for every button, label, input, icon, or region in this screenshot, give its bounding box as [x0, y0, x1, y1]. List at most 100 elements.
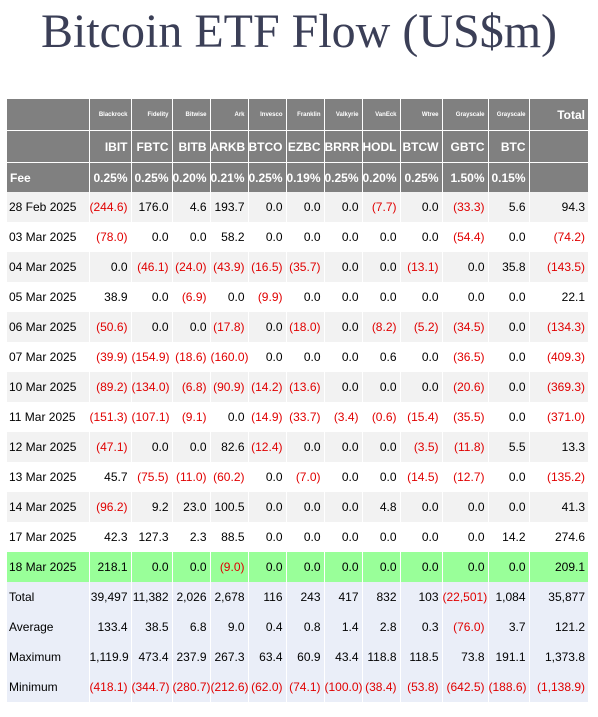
flow-cell: 0.0 — [361, 372, 400, 402]
flow-cell: 0.0 — [323, 222, 362, 252]
flow-cell: (9.9) — [247, 282, 286, 312]
stat-label: Maximum — [7, 642, 89, 672]
ticker-header-row: IBIT FBTC BITB ARKB BTCO EZBC BRRR HODL BTCW GBTC… — [7, 130, 588, 163]
flow-cell: 0.0 — [171, 432, 210, 462]
flow-cell: (60.2) — [209, 462, 248, 492]
flow-cell: 0.0 — [323, 492, 362, 522]
stat-cell: 243 — [285, 582, 324, 612]
issuer-name: Ark — [209, 99, 248, 131]
flow-cell: (135.2) — [528, 462, 588, 492]
flow-cell: 0.0 — [285, 552, 324, 582]
table-row: 05 Mar 2025 38.9 0.0 (6.9) 0.0 (9.9) 0.0 0.0 0.0… — [7, 282, 588, 312]
flow-cell: 45.7 — [88, 462, 131, 492]
flow-cell: 0.0 — [487, 222, 529, 252]
issuer-name: Fidelity — [130, 99, 172, 131]
stat-cell: 63.4 — [247, 642, 286, 672]
issuer-name: Grayscale — [487, 99, 529, 131]
flow-cell: (33.7) — [285, 402, 324, 432]
flow-cell: 0.0 — [399, 342, 442, 372]
table-row: 12 Mar 2025 (47.1) 0.0 0.0 82.6 (12.4) 0.0 0.0 0… — [7, 432, 588, 462]
flow-cell: 0.0 — [399, 372, 442, 402]
flow-cell: 58.2 — [209, 222, 248, 252]
flow-cell: (12.7) — [441, 462, 488, 492]
ticker-cell: FBTC — [130, 130, 172, 163]
ticker-cell: GBTC — [441, 130, 488, 163]
flow-cell: 0.0 — [285, 432, 324, 462]
stat-label: Minimum — [7, 672, 89, 702]
flow-cell: 0.0 — [323, 462, 362, 492]
issuer-name: Invesco — [247, 99, 286, 131]
date-cell: 11 Mar 2025 — [7, 402, 89, 432]
flow-cell: 0.0 — [285, 192, 324, 222]
flow-cell: (96.2) — [88, 492, 131, 522]
stat-cell: 0.8 — [285, 612, 324, 642]
stat-cell: 237.9 — [171, 642, 210, 672]
table-row: 04 Mar 2025 0.0 (46.1) (24.0) (43.9) (16.5) (3… — [7, 252, 588, 282]
flow-cell: 0.0 — [441, 282, 488, 312]
stat-row: Minimum (418.1) (344.7) (280.7) (212.6) (62.0… — [7, 672, 588, 702]
issuer-name: Wtree — [399, 99, 442, 131]
flow-cell: (11.0) — [171, 462, 210, 492]
stat-cell: 1,084 — [487, 582, 529, 612]
flow-cell: 13.3 — [528, 432, 588, 462]
flow-cell: 0.0 — [487, 492, 529, 522]
fee-cell: 0.25% — [130, 162, 172, 192]
flow-cell: (39.9) — [88, 342, 131, 372]
flow-cell: 0.0 — [361, 552, 400, 582]
flow-cell: (20.6) — [441, 372, 488, 402]
flow-cell: (18.0) — [285, 312, 324, 342]
stat-cell: 116 — [247, 582, 286, 612]
flow-cell: 0.0 — [323, 552, 362, 582]
flow-cell: (371.0) — [528, 402, 588, 432]
flow-cell: 0.0 — [285, 342, 324, 372]
issuer-name: Blackrock — [88, 99, 131, 131]
stat-cell: (642.5) — [441, 672, 488, 702]
flow-cell: 0.0 — [399, 222, 442, 252]
flow-cell: (244.6) — [88, 192, 131, 222]
flow-cell: 94.3 — [528, 192, 588, 222]
flow-cell: 0.0 — [441, 252, 488, 282]
stat-cell: 2,678 — [209, 582, 248, 612]
table-row: 11 Mar 2025 (151.3) (107.1) (9.1) 0.0 (14.9)(… — [7, 402, 588, 432]
stat-cell: 38.5 — [130, 612, 172, 642]
flow-cell: (17.8) — [209, 312, 248, 342]
ticker-cell — [7, 130, 89, 163]
flow-cell: (34.5) — [441, 312, 488, 342]
fee-cell: 0.20% — [361, 162, 400, 192]
flow-cell: 9.2 — [130, 492, 172, 522]
date-cell: 13 Mar 2025 — [7, 462, 89, 492]
flow-cell: 209.1 — [528, 552, 588, 582]
table-row: 13 Mar 2025 45.7 (75.5) (11.0) (60.2) 0.0 (7.0… — [7, 462, 588, 492]
ticker-cell: HODL — [361, 130, 400, 163]
flow-cell: 0.0 — [399, 492, 442, 522]
flow-cell: 4.8 — [361, 492, 400, 522]
flow-cell: 0.0 — [247, 492, 286, 522]
flow-cell: 0.0 — [487, 312, 529, 342]
flow-cell: (7.0) — [285, 462, 324, 492]
flow-cell: (5.2) — [399, 312, 442, 342]
fee-cell — [528, 162, 588, 192]
table-row: 10 Mar 2025 (89.2) (134.0) (6.8) (90.9) (14.2… — [7, 372, 588, 402]
issuer-name: Valkyrie — [323, 99, 362, 131]
issuer-header-row: Blackrock Fidelity Bitwise Ark Invesco Frankl… — [7, 99, 588, 131]
flow-cell: (50.6) — [88, 312, 131, 342]
table-row: 06 Mar 2025 (50.6) 0.0 0.0 (17.8) 0.0 (18.0) 0.… — [7, 312, 588, 342]
flow-cell: 14.2 — [487, 522, 529, 552]
stat-cell: (1,138.9) — [528, 672, 588, 702]
flow-cell: (160.0) — [209, 342, 248, 372]
flow-cell: 0.0 — [130, 312, 172, 342]
flow-cell: 218.1 — [88, 552, 131, 582]
flow-cell: 5.6 — [487, 192, 529, 222]
table-row: 14 Mar 2025 (96.2) 9.2 23.0 100.5 0.0 0.0 0.0 4.… — [7, 492, 588, 522]
table-row: 07 Mar 2025 (39.9) (154.9) (18.6) (160.0) 0.0… — [7, 342, 588, 372]
stat-cell: 2.8 — [361, 612, 400, 642]
stat-cell: 191.1 — [487, 642, 529, 672]
fee-cell: 0.25% — [88, 162, 131, 192]
flow-cell: 0.0 — [361, 432, 400, 462]
flow-cell: 0.0 — [285, 282, 324, 312]
flow-cell: 0.0 — [487, 342, 529, 372]
issuer-name: Grayscale — [441, 99, 488, 131]
flow-cell: (154.9) — [130, 342, 172, 372]
ticker-cell: BTCW — [399, 130, 442, 163]
flow-cell: (47.1) — [88, 432, 131, 462]
